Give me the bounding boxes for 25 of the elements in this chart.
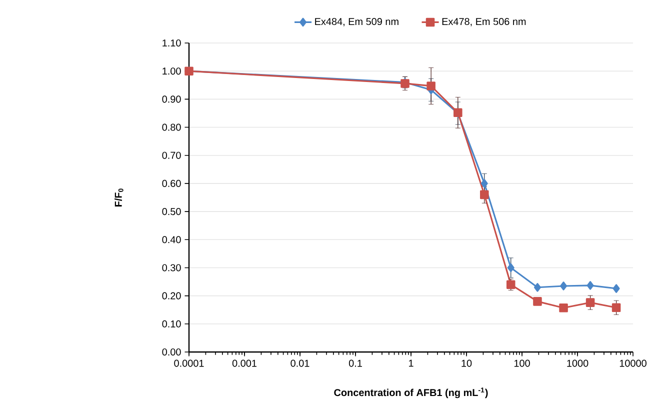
x-tick-label: 1 <box>408 360 414 367</box>
y-tick-label: 0.60 <box>162 180 181 187</box>
y-tick-label: 0.70 <box>162 152 181 159</box>
x-tick-label: 1000 <box>567 360 588 367</box>
x-tick-label: 0.1 <box>348 360 362 367</box>
x-tick-label: 10 <box>462 360 472 367</box>
y-tick-label: 0.80 <box>162 124 181 131</box>
x-tick-label: 100 <box>514 360 530 367</box>
y-tick-label: 0.30 <box>162 264 181 272</box>
y-tick-label: 1.10 <box>162 39 181 47</box>
y-tick-label: 0.50 <box>162 208 181 216</box>
y-tick-label: 0.90 <box>162 96 181 103</box>
x-axis-title: Concentration of AFB1 (ng mL$^{-1}$) <box>334 388 488 398</box>
x-tick-label: 0.01 <box>290 360 310 367</box>
y-axis-title: F/F$_{0}$ <box>114 188 124 206</box>
legend-label: Ex478, Em 506 nm <box>442 18 526 26</box>
x-tick-label: 0.001 <box>232 360 256 367</box>
y-tick-label: 1.00 <box>162 68 181 75</box>
y-tick-label: 0.40 <box>162 236 181 244</box>
y-tick-label: 0.20 <box>162 292 181 300</box>
legend-label: Ex484, Em 509 nm <box>315 18 398 26</box>
y-tick-label: 0.00 <box>162 348 181 356</box>
y-tick-label: 0.10 <box>162 320 181 328</box>
x-tick-label: 10000 <box>620 360 646 367</box>
x-tick-label: 0.0001 <box>174 360 204 367</box>
